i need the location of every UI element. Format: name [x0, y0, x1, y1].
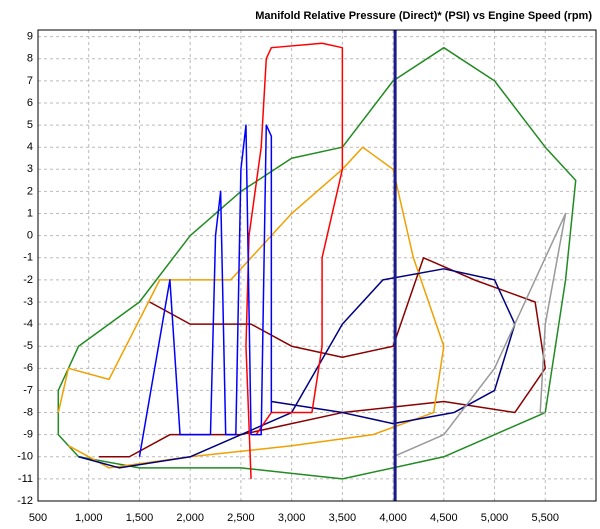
x-tick-label: 2,000 — [176, 512, 204, 524]
y-tick-label: -12 — [17, 495, 33, 507]
y-tick-label: 8 — [27, 53, 33, 65]
y-tick-label: -10 — [17, 451, 33, 463]
y-tick-label: -5 — [23, 340, 33, 352]
series-line — [392, 212, 567, 458]
series-line — [98, 257, 547, 458]
series-line — [78, 268, 516, 469]
series-line — [57, 146, 445, 469]
y-tick-label: 6 — [27, 97, 33, 109]
y-tick-label: -1 — [23, 252, 33, 264]
y-tick-label: -9 — [23, 429, 33, 441]
x-tick-label: 1,000 — [75, 512, 103, 524]
series-line — [245, 42, 344, 479]
y-tick-label: -4 — [23, 318, 33, 330]
y-tick-label: 0 — [27, 230, 33, 242]
y-tick-label: -7 — [23, 384, 33, 396]
y-tick-label: -2 — [23, 274, 33, 286]
x-tick-label: 2,500 — [227, 512, 255, 524]
plot-frame — [37, 29, 597, 502]
x-tick-label: 5,500 — [532, 512, 560, 524]
series-line — [57, 46, 577, 480]
plot-area — [38, 30, 596, 501]
x-tick-label: 5,000 — [481, 512, 509, 524]
chart-title: Manifold Relative Pressure (Direct)* (PS… — [255, 10, 592, 22]
y-tick-label: 9 — [27, 31, 33, 43]
x-tick-label: 3,000 — [278, 512, 306, 524]
y-tick-label: -11 — [18, 473, 33, 485]
y-tick-label: 5 — [27, 119, 33, 131]
y-tick-label: -3 — [23, 296, 33, 308]
x-tick-label: 4,500 — [430, 512, 458, 524]
x-tick-label: 4,000 — [379, 512, 407, 524]
y-tick-label: 3 — [27, 163, 33, 175]
series-line — [138, 124, 273, 457]
y-tick-label: -8 — [23, 406, 33, 418]
y-tick-label: 2 — [27, 185, 33, 197]
y-tick-label: 7 — [27, 75, 33, 87]
y-tick-label: 4 — [27, 141, 33, 153]
x-tick-label: 3,500 — [329, 512, 357, 524]
y-tick-label: 1 — [27, 207, 33, 219]
x-tick-label: 500 — [29, 512, 47, 524]
x-tick-label: 1,500 — [126, 512, 154, 524]
y-tick-label: -6 — [23, 362, 33, 374]
